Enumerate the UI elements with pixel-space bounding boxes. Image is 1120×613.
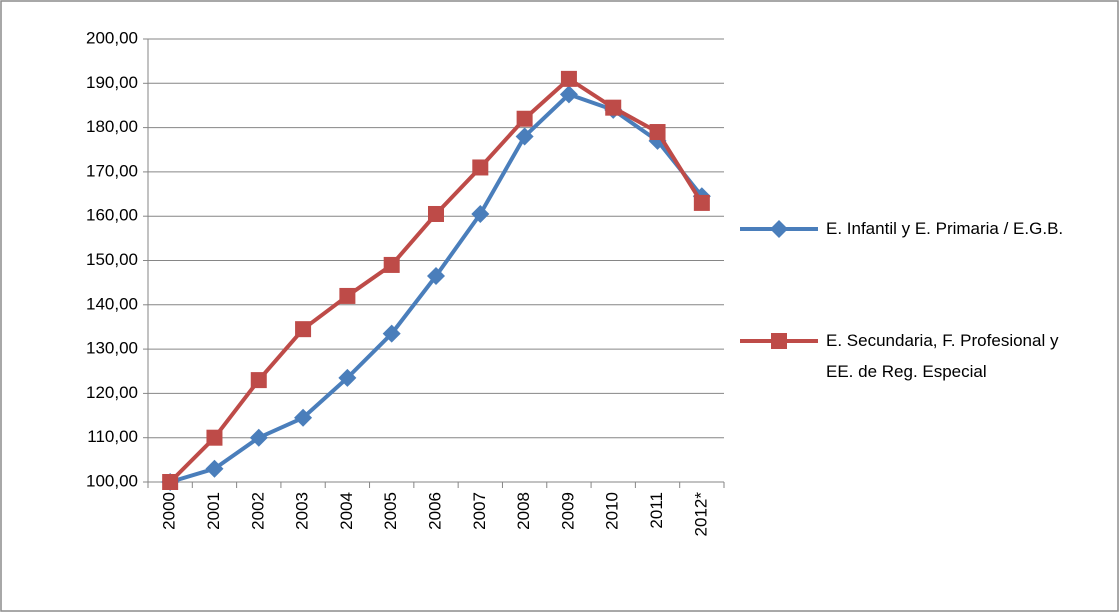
y-tick-label: 160,00 bbox=[86, 206, 138, 225]
x-tick-label: 2007 bbox=[470, 492, 489, 530]
legend-label: E. Infantil y E. Primaria / E.G.B. bbox=[826, 219, 1064, 238]
x-tick-label: 2006 bbox=[425, 492, 444, 530]
x-tick-label: 2010 bbox=[603, 492, 622, 530]
data-point bbox=[339, 287, 356, 304]
data-point bbox=[295, 321, 312, 338]
x-tick-label: 2003 bbox=[293, 492, 312, 530]
data-point bbox=[338, 368, 357, 387]
data-point bbox=[427, 267, 445, 286]
x-tick-label: 2004 bbox=[337, 492, 356, 530]
data-point bbox=[560, 70, 577, 87]
x-tick-label: 2001 bbox=[204, 492, 223, 530]
legend-label: E. Secundaria, F. Profesional y EE. de R… bbox=[826, 331, 1068, 381]
data-point bbox=[382, 324, 401, 343]
data-point bbox=[559, 85, 578, 104]
data-point bbox=[249, 428, 268, 447]
y-tick-label: 110,00 bbox=[87, 427, 138, 446]
x-tick-label: 2011 bbox=[647, 492, 666, 529]
x-tick-label: 2012* bbox=[691, 492, 710, 537]
y-tick-label: 100,00 bbox=[86, 471, 138, 490]
y-tick-label: 170,00 bbox=[86, 161, 138, 180]
data-point bbox=[649, 124, 666, 141]
legend-marker bbox=[770, 220, 788, 238]
y-tick-label: 130,00 bbox=[86, 339, 138, 358]
data-point bbox=[206, 429, 223, 446]
data-point bbox=[471, 204, 490, 223]
x-tick-label: 2000 bbox=[160, 492, 179, 530]
y-tick-label: 140,00 bbox=[86, 294, 138, 313]
y-tick-label: 200,00 bbox=[86, 28, 138, 47]
x-tick-label: 2005 bbox=[381, 492, 400, 530]
data-point bbox=[294, 408, 313, 427]
y-tick-label: 150,00 bbox=[86, 250, 138, 269]
data-point bbox=[205, 459, 224, 478]
data-point bbox=[472, 159, 489, 176]
y-tick-label: 180,00 bbox=[86, 117, 138, 136]
x-tick-label: 2008 bbox=[514, 492, 533, 530]
x-tick-label: 2009 bbox=[558, 492, 577, 530]
data-point bbox=[693, 194, 710, 211]
data-point bbox=[516, 110, 533, 127]
y-tick-label: 120,00 bbox=[86, 383, 138, 402]
legend-marker bbox=[771, 333, 787, 349]
y-tick-label: 190,00 bbox=[86, 73, 138, 92]
data-point bbox=[162, 474, 179, 490]
data-point bbox=[250, 372, 267, 389]
data-point bbox=[428, 205, 444, 222]
data-point bbox=[605, 99, 622, 116]
x-tick-label: 2002 bbox=[248, 492, 267, 530]
data-point bbox=[515, 127, 534, 146]
data-point bbox=[383, 256, 400, 273]
